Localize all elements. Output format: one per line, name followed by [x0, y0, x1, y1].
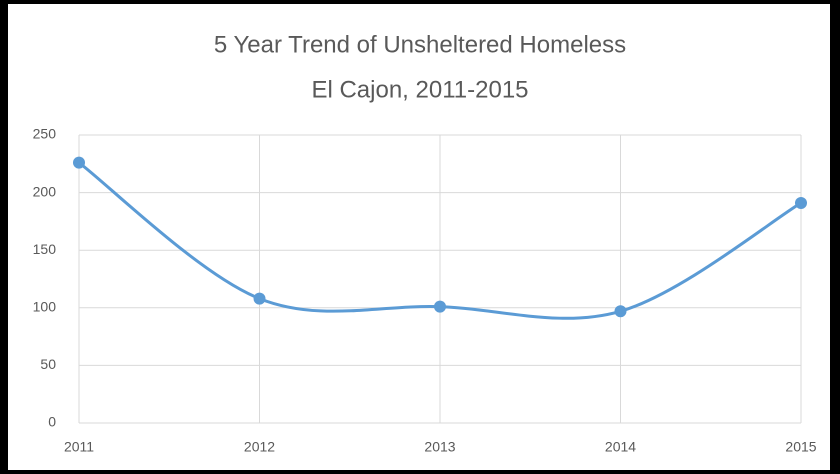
chart-area [8, 4, 830, 470]
y-tick-label: 200 [33, 183, 57, 199]
marker [73, 156, 85, 169]
y-tick-label: 100 [33, 299, 57, 315]
chart-title: 5 Year Trend of Unsheltered Homeless [214, 31, 626, 58]
marker [434, 300, 446, 313]
x-tick-label: 2011 [64, 439, 94, 455]
x-tick-label: 2013 [424, 439, 455, 455]
y-tick-label: 0 [48, 414, 56, 430]
marker [795, 196, 807, 209]
x-tick-label: 2014 [605, 439, 636, 455]
y-tick-label: 50 [40, 356, 56, 372]
y-tick-label: 150 [33, 241, 57, 257]
x-tick-label: 2015 [785, 439, 816, 455]
marker [614, 305, 627, 318]
chart-subtitle: El Cajon, 2011-2015 [311, 76, 528, 103]
x-tick-label: 2012 [244, 439, 275, 455]
y-tick-label: 250 [33, 126, 57, 142]
marker [253, 292, 266, 305]
